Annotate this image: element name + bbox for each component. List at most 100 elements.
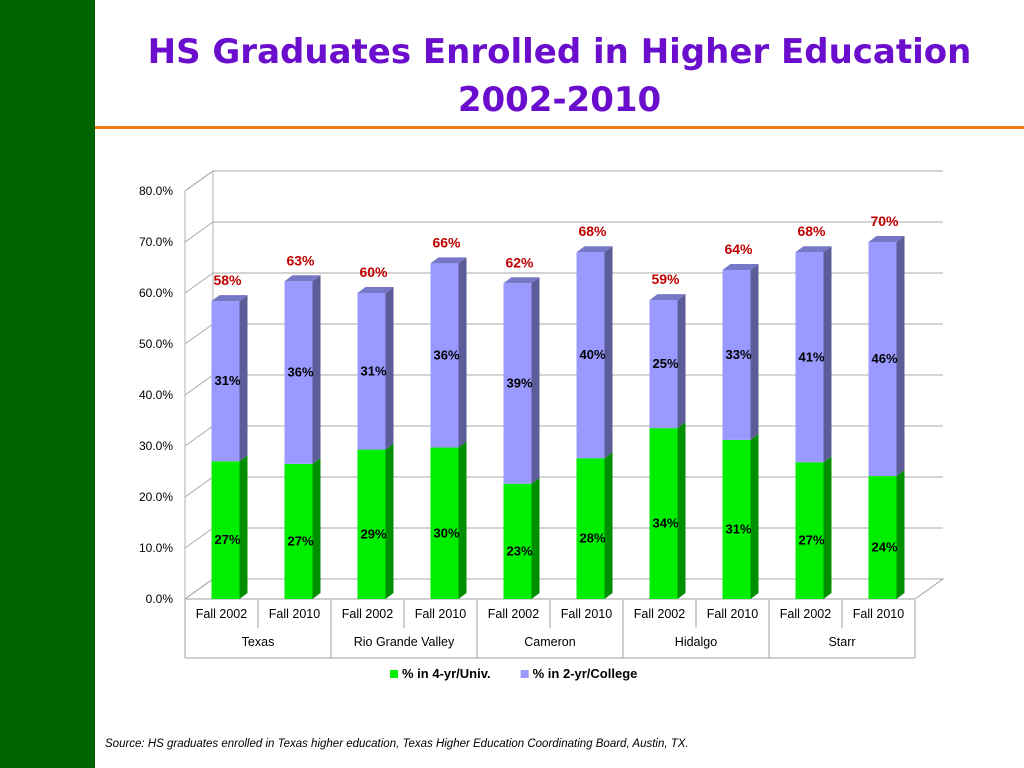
bar-segment	[649, 300, 678, 429]
group-label: Starr	[828, 635, 855, 649]
y-tick-label: 40.0%	[139, 388, 173, 402]
gridline-depth	[184, 272, 214, 294]
bar-top	[284, 275, 321, 282]
legend-label: % in 2-yr/College	[533, 666, 638, 681]
y-tick-label: 30.0%	[139, 439, 173, 453]
gridline-depth	[184, 578, 214, 600]
gridline-depth	[184, 476, 214, 498]
bar-side	[239, 455, 248, 599]
total-value-label: 66%	[432, 234, 461, 250]
x-tick-label: Fall 2010	[269, 607, 320, 621]
gridline-depth	[184, 170, 214, 192]
segment-value-label: 27%	[214, 532, 240, 547]
slide-title-line1: HS Graduates Enrolled in Higher Educatio…	[147, 32, 972, 72]
bar-side	[677, 294, 686, 429]
bar-side	[385, 443, 394, 599]
total-value-label: 70%	[870, 213, 899, 229]
bar-top	[357, 287, 394, 293]
bar-segment	[576, 252, 605, 459]
segment-value-label: 28%	[579, 531, 605, 546]
total-value-label: 58%	[213, 272, 242, 288]
legend-label: % in 4-yr/Univ.	[402, 666, 491, 681]
segment-value-label: 31%	[360, 363, 386, 378]
bar-segment	[357, 449, 386, 599]
segment-value-label: 27%	[287, 533, 313, 548]
segment-value-label: 25%	[652, 356, 678, 371]
bar-segment	[722, 270, 751, 440]
bar-side	[750, 433, 759, 599]
y-tick-label: 10.0%	[139, 541, 173, 555]
gridline-depth	[184, 425, 214, 447]
bar-segment	[211, 301, 240, 462]
bar-side	[531, 477, 540, 599]
bar-top	[211, 295, 248, 302]
bar-side	[312, 275, 321, 464]
segment-value-label: 40%	[579, 347, 605, 362]
y-tick-label: 60.0%	[139, 286, 173, 300]
group-label: Rio Grande Valley	[354, 635, 455, 649]
segment-value-label: 27%	[798, 533, 824, 548]
legend-swatch	[390, 670, 398, 678]
group-label: Texas	[242, 635, 275, 649]
bar-side	[896, 236, 905, 477]
bar-side	[823, 456, 832, 599]
segment-value-label: 29%	[360, 526, 386, 541]
segment-value-label: 24%	[871, 540, 897, 555]
slide-title-line2: 2002-2010	[457, 80, 662, 120]
segment-value-label: 36%	[433, 347, 459, 362]
bar-segment	[795, 252, 824, 463]
x-tick-label: Fall 2010	[415, 607, 466, 621]
y-tick-label: 70.0%	[139, 235, 173, 249]
bar-segment	[284, 463, 313, 599]
y-tick-label: 20.0%	[139, 490, 173, 504]
bar-segment	[868, 242, 897, 477]
bar-top	[503, 277, 540, 284]
bar-side	[896, 470, 905, 599]
x-tick-label: Fall 2002	[488, 607, 539, 621]
gridline-depth	[184, 527, 214, 549]
bar-segment	[576, 458, 605, 599]
gridline-depth	[184, 374, 214, 396]
gridline-depth	[184, 221, 214, 243]
bar-segment	[503, 283, 532, 484]
bar-segment	[722, 439, 751, 599]
y-tick-label: 80.0%	[139, 184, 173, 198]
source-note: Source: HS graduates enrolled in Texas h…	[105, 738, 689, 750]
segment-value-label: 41%	[798, 349, 824, 364]
group-label: Cameron	[524, 635, 575, 649]
bar-segment	[357, 293, 386, 450]
x-tick-label: Fall 2002	[634, 607, 685, 621]
bar-segment	[430, 263, 459, 448]
bar-side	[531, 277, 540, 484]
bar-segment	[795, 462, 824, 599]
segment-value-label: 46%	[871, 351, 897, 366]
bar-segment	[868, 476, 897, 599]
bar-top	[576, 246, 613, 253]
y-tick-label: 0.0%	[146, 592, 174, 606]
bar-segment	[503, 483, 532, 599]
y-tick-label: 50.0%	[139, 337, 173, 351]
slide-title: HS Graduates Enrolled in Higher Educatio…	[95, 28, 1024, 124]
bar-side	[458, 257, 467, 448]
x-tick-label: Fall 2002	[780, 607, 831, 621]
legend-swatch	[520, 670, 529, 678]
bar-side	[677, 422, 686, 599]
x-tick-label: Fall 2010	[707, 607, 758, 621]
bar-segment	[284, 281, 313, 464]
title-divider	[95, 126, 1024, 129]
x-tick-label: Fall 2002	[196, 607, 247, 621]
total-value-label: 68%	[797, 223, 826, 239]
gridline-depth	[184, 323, 214, 345]
bar-side	[750, 264, 759, 440]
total-value-label: 59%	[651, 271, 680, 287]
segment-value-label: 30%	[433, 525, 459, 540]
stacked-bar-chart: 0.0% 10.0% 20.0% 30.0% 40.0% 50.0% 60.0% 70.0% 8…	[139, 170, 945, 681]
bar-top	[649, 294, 686, 301]
segment-value-label: 34%	[652, 516, 678, 531]
bar-side	[385, 287, 394, 450]
bar-side	[239, 295, 248, 462]
bar-segment	[430, 447, 459, 599]
sidebar-band	[0, 0, 95, 768]
x-tick-label: Fall 2010	[853, 607, 904, 621]
group-label: Hidalgo	[675, 635, 717, 649]
